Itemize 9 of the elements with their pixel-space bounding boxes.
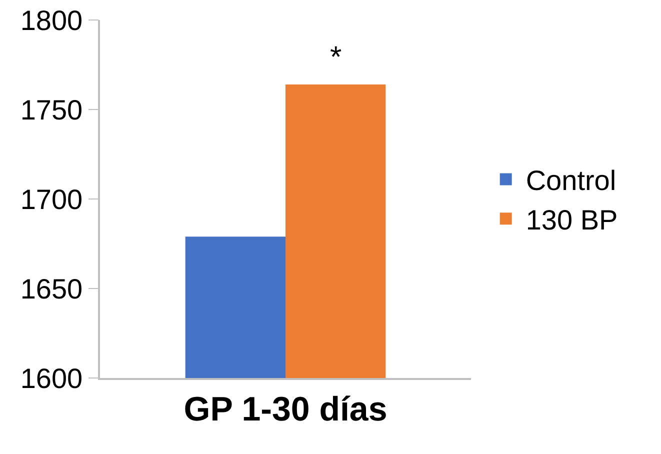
y-tick-label: 1750 <box>20 94 83 126</box>
x-tick-label: GP 1-30 días <box>184 390 388 429</box>
y-tick-label: 1700 <box>20 184 83 215</box>
y-tick-label: 1650 <box>20 273 83 304</box>
y-tick-label: 1800 <box>20 4 83 36</box>
annotation: * <box>330 41 342 74</box>
legend-label: 130 BP <box>526 204 618 236</box>
legend-label: Control <box>526 165 616 196</box>
y-tick-label: 1600 <box>20 362 83 394</box>
